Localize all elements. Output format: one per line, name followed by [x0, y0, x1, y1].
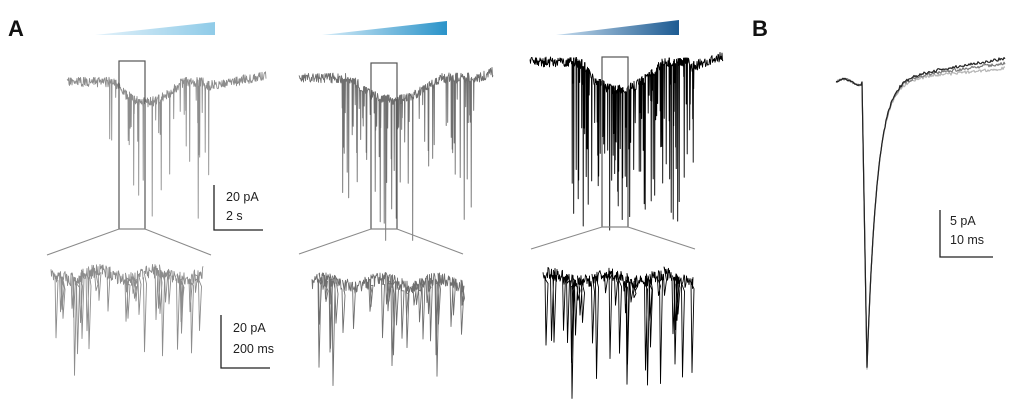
zoom-scale-current: 20 pA	[233, 321, 266, 335]
average-scale-current: 5 pA	[950, 214, 976, 228]
overview-scale-current: 20 pA	[226, 190, 259, 204]
zoom-trace-path-1	[50, 263, 204, 376]
zoom-trace-2	[311, 272, 465, 386]
average-trace-3	[836, 57, 1006, 368]
zoom-scale-bar: 20 pA 200 ms	[220, 315, 274, 369]
panel-b-label: B	[752, 16, 768, 41]
overview-trace-3	[529, 52, 724, 231]
zoom-scale-time: 200 ms	[233, 342, 274, 356]
zoom-trace-path-3	[542, 266, 695, 399]
overview-scale-bar: 20 pA 2 s	[213, 185, 263, 231]
overview-trace-1	[66, 71, 267, 219]
average-trace-2	[835, 61, 1006, 368]
panel-a-label: A	[8, 16, 24, 41]
zoom-trace-path-2	[311, 272, 465, 386]
overview-trace-2	[298, 67, 494, 241]
overview-trace-path-2	[298, 67, 494, 241]
intensity-wedge-2	[322, 21, 447, 35]
overview-scale-time: 2 s	[226, 209, 243, 223]
zoom-expansion-lines-3	[530, 226, 696, 250]
average-scale-time: 10 ms	[950, 233, 984, 247]
intensity-wedge-1	[95, 22, 215, 35]
average-scale-bar: 5 pA 10 ms	[939, 210, 993, 258]
zoom-window-1	[118, 60, 146, 230]
zoom-trace-3	[542, 266, 695, 399]
zoom-expansion-lines-2	[298, 228, 464, 255]
overview-trace-path-1	[66, 71, 267, 219]
intensity-wedge-3	[556, 20, 679, 35]
zoom-expansion-lines-1	[46, 228, 212, 256]
average-traces	[835, 57, 1006, 370]
zoom-trace-1	[50, 263, 204, 376]
average-trace-1	[835, 66, 1006, 370]
overview-trace-path-3	[529, 52, 724, 231]
